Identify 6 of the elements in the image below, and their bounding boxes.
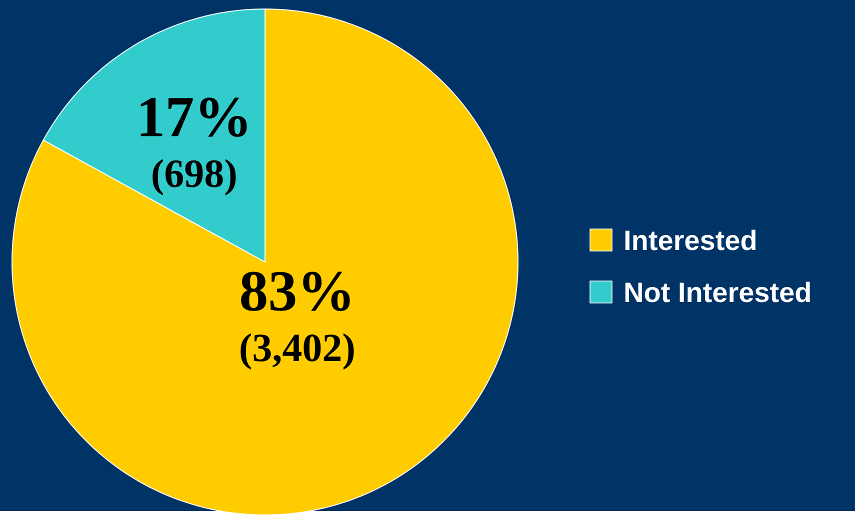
data-label: 83% bbox=[241, 272, 350, 311]
text: (698) bbox=[152, 158, 236, 196]
text: (3,402) bbox=[240, 333, 354, 370]
data-label: 17% bbox=[140, 97, 247, 137]
legend-label: Not Interested bbox=[625, 281, 810, 302]
legend-label: Interested bbox=[625, 229, 756, 250]
